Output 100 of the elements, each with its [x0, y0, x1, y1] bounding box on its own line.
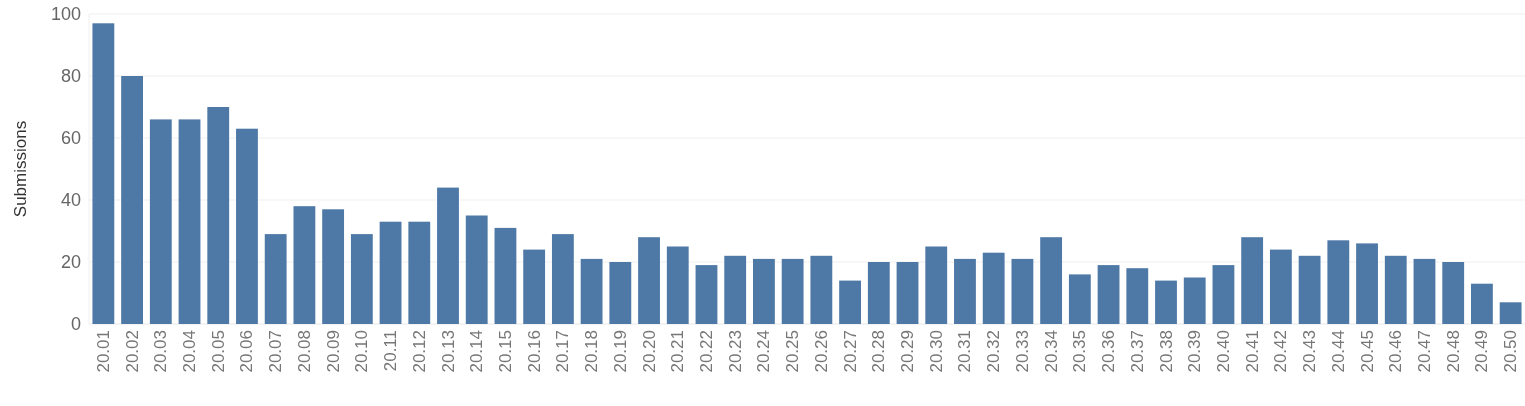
bar — [1269, 249, 1292, 324]
x-tick-label: 20.44 — [1328, 330, 1348, 373]
bar — [236, 128, 258, 324]
x-tick-label: 20.31 — [955, 330, 975, 373]
bar — [1413, 258, 1436, 324]
x-tick-label: 20.14 — [467, 330, 487, 373]
y-tick-label: 100 — [50, 4, 81, 24]
bar — [1241, 237, 1264, 324]
bar — [896, 262, 919, 324]
bar — [638, 237, 660, 324]
bar — [350, 234, 373, 324]
x-tick-label: 20.02 — [122, 330, 142, 373]
bar — [1327, 240, 1350, 324]
bar — [149, 119, 172, 324]
y-tick-label: 0 — [70, 314, 81, 334]
x-tick-label: 20.46 — [1386, 330, 1406, 373]
x-tick-label: 20.29 — [898, 330, 918, 373]
x-tick-label: 20.50 — [1501, 330, 1521, 373]
x-tick-label: 20.41 — [1242, 330, 1262, 373]
bar — [408, 221, 431, 324]
x-tick-label: 20.13 — [438, 330, 458, 373]
x-tick-label: 20.17 — [553, 330, 573, 373]
x-tick-label: 20.16 — [524, 330, 544, 373]
x-tick-label: 20.15 — [495, 330, 515, 373]
bar — [1068, 274, 1091, 324]
x-tick-label: 20.48 — [1443, 330, 1463, 373]
bar — [92, 23, 115, 324]
x-tick-label: 20.11 — [381, 330, 401, 372]
x-tick-label: 20.27 — [840, 330, 860, 373]
bar — [207, 107, 230, 324]
bar — [293, 206, 316, 324]
x-tick-label: 20.18 — [582, 330, 602, 373]
bar — [781, 258, 804, 324]
bar — [753, 258, 775, 324]
x-tick-label: 20.03 — [151, 330, 171, 373]
bar — [178, 119, 201, 324]
bar — [322, 209, 345, 324]
bar — [1298, 255, 1321, 324]
bar — [954, 258, 976, 324]
bar — [121, 76, 143, 324]
bar — [465, 215, 488, 324]
x-tick-label: 20.36 — [1099, 330, 1119, 373]
x-tick-label: 20.28 — [869, 330, 889, 373]
x-tick-label: 20.32 — [984, 330, 1004, 373]
x-tick-label: 20.19 — [610, 330, 630, 373]
bar — [724, 255, 747, 324]
x-tick-label: 20.06 — [237, 330, 257, 373]
x-tick-label: 20.05 — [208, 330, 228, 373]
x-tick-label: 20.12 — [409, 330, 429, 373]
bar — [379, 221, 402, 324]
bar — [523, 249, 546, 324]
x-tick-label: 20.33 — [1012, 330, 1032, 373]
x-tick-label: 20.23 — [725, 330, 745, 373]
y-axis-title: Submissions — [10, 120, 30, 218]
y-tick-label: 80 — [60, 66, 81, 86]
bar — [1442, 262, 1465, 324]
bar — [982, 252, 1005, 324]
x-tick-label: 20.10 — [352, 330, 372, 373]
bar — [1384, 255, 1407, 324]
bar — [1471, 283, 1493, 324]
x-tick-label: 20.47 — [1414, 330, 1434, 373]
x-tick-label: 20.34 — [1041, 330, 1061, 373]
bar — [1126, 268, 1149, 324]
x-tick-label: 20.01 — [93, 330, 113, 373]
x-tick-label: 20.04 — [180, 330, 200, 373]
bar — [551, 234, 574, 324]
bar — [839, 280, 861, 324]
x-tick-label: 20.25 — [783, 330, 803, 373]
y-tick-label: 20 — [60, 252, 81, 272]
x-tick-label: 20.43 — [1300, 330, 1320, 373]
x-tick-label: 20.45 — [1357, 330, 1377, 373]
bar — [1212, 265, 1235, 324]
x-tick-label: 20.22 — [696, 330, 716, 373]
x-tick-label: 20.26 — [811, 330, 831, 373]
x-tick-label: 20.40 — [1213, 330, 1233, 373]
bar — [580, 258, 603, 324]
bar — [666, 246, 689, 324]
bar — [1040, 237, 1063, 324]
x-tick-label: 20.49 — [1472, 330, 1492, 373]
y-tick-label: 40 — [60, 190, 81, 210]
x-tick-label: 20.30 — [926, 330, 946, 373]
x-tick-label: 20.38 — [1156, 330, 1176, 373]
bar — [494, 227, 517, 324]
bar — [810, 255, 833, 324]
y-tick-label: 60 — [60, 128, 81, 148]
x-tick-label: 20.20 — [639, 330, 659, 373]
bar — [867, 262, 890, 324]
bar — [437, 187, 459, 324]
bar — [1183, 277, 1206, 324]
bar — [925, 246, 948, 324]
x-tick-label: 20.37 — [1127, 330, 1147, 373]
bar — [264, 234, 287, 324]
x-tick-label: 20.39 — [1185, 330, 1205, 373]
bar — [695, 265, 718, 324]
bar — [609, 262, 632, 324]
x-tick-label: 20.21 — [668, 330, 688, 373]
x-tick-label: 20.09 — [323, 330, 343, 373]
bar — [1155, 280, 1177, 324]
x-tick-label: 20.07 — [266, 330, 286, 373]
x-tick-label: 20.42 — [1271, 330, 1291, 373]
